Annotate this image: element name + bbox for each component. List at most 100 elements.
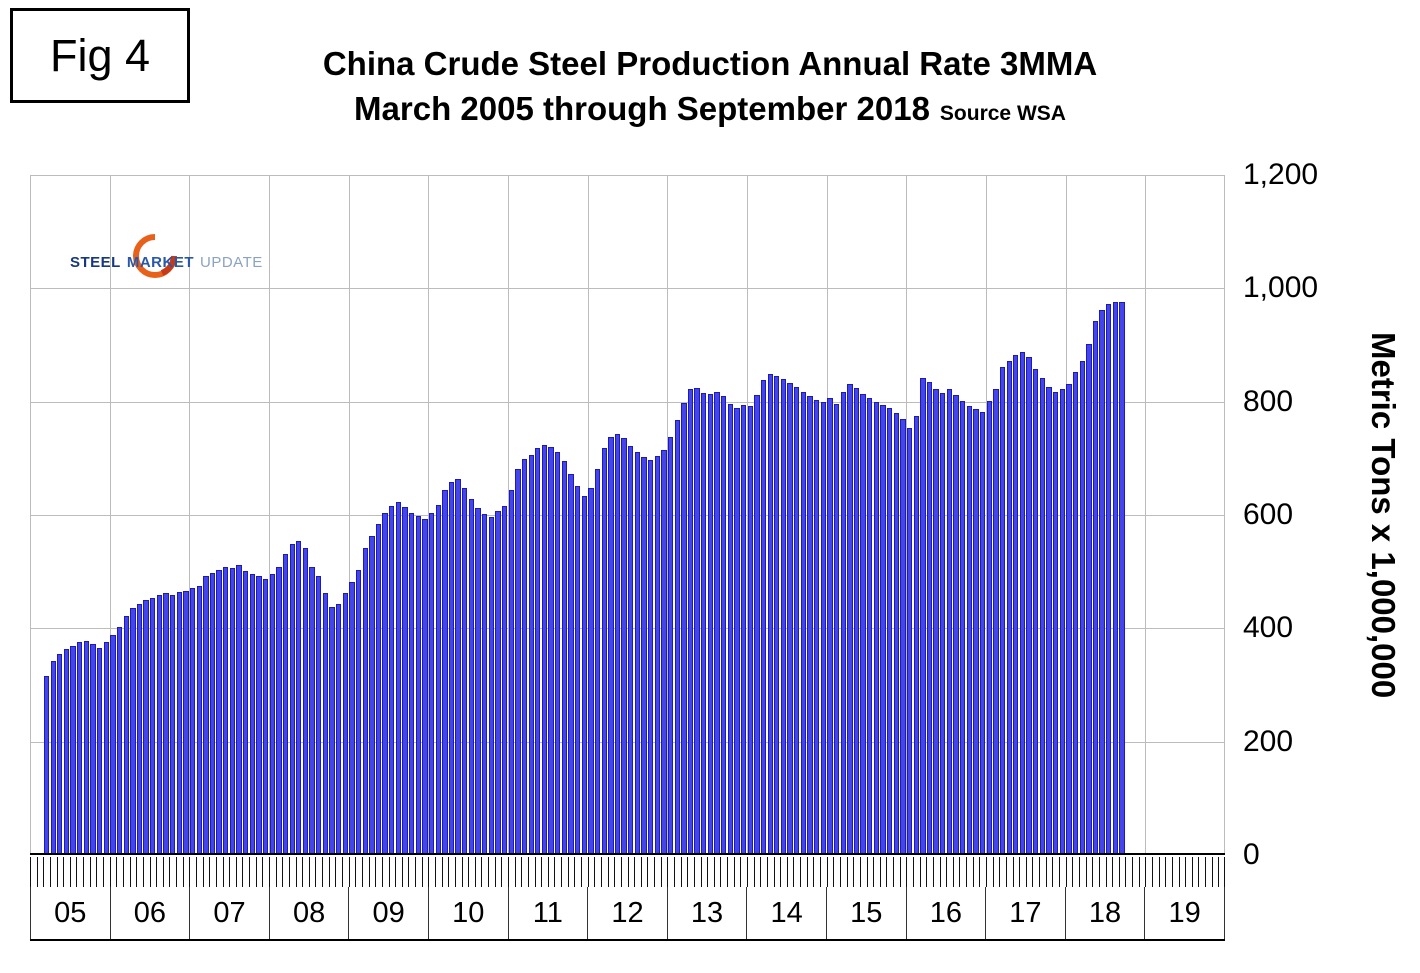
bar — [528, 455, 534, 853]
month-tick — [149, 857, 151, 887]
bar — [979, 412, 986, 853]
month-tick — [1072, 857, 1074, 887]
bar — [847, 383, 853, 853]
month-tick — [952, 857, 954, 887]
gridline-vertical — [109, 175, 111, 853]
bar — [807, 396, 813, 853]
month-tick — [1025, 857, 1027, 887]
month-tick — [501, 857, 503, 887]
bar — [893, 413, 899, 853]
bar — [641, 457, 647, 853]
month-tick — [587, 857, 589, 887]
month-tick — [1059, 857, 1061, 887]
month-tick — [116, 857, 118, 887]
bar — [216, 569, 222, 853]
month-tick — [527, 857, 529, 887]
bar — [236, 565, 242, 853]
bar — [1119, 301, 1125, 853]
bar — [588, 487, 594, 853]
bar — [734, 408, 740, 853]
month-tick — [461, 857, 463, 887]
month-tick — [979, 857, 981, 887]
month-tick — [56, 857, 58, 887]
month-tick — [554, 857, 556, 887]
bar — [382, 513, 388, 853]
bar — [329, 606, 335, 853]
month-tick — [839, 857, 841, 887]
month-tick — [421, 857, 423, 887]
bar — [442, 490, 448, 853]
month-tick — [561, 857, 563, 887]
bar — [661, 449, 667, 853]
bar — [455, 479, 461, 853]
bar — [760, 379, 767, 853]
month-tick — [249, 857, 251, 887]
month-tick — [986, 857, 987, 887]
bar — [136, 603, 143, 853]
bar — [296, 541, 302, 853]
month-tick — [89, 857, 91, 887]
y-tick-label: 200 — [1243, 724, 1294, 758]
month-tick — [581, 857, 583, 887]
bar — [780, 379, 787, 853]
gridline-vertical — [667, 175, 669, 853]
month-tick — [753, 857, 755, 887]
month-tick — [853, 857, 855, 887]
y-tick-label: 1,000 — [1243, 271, 1319, 305]
bar — [667, 436, 674, 853]
bar — [574, 485, 581, 853]
bar — [701, 392, 707, 853]
bar — [110, 634, 116, 853]
bar — [993, 389, 999, 853]
gridline-vertical — [1145, 175, 1147, 853]
bar — [77, 642, 83, 853]
month-tick — [189, 857, 191, 887]
month-tick — [906, 857, 908, 887]
source-label: Source WSA — [939, 102, 1066, 125]
month-tick — [1118, 857, 1120, 887]
figure-label: Fig 4 — [10, 8, 190, 103]
y-tick-label: 800 — [1243, 384, 1294, 418]
bar — [820, 401, 826, 853]
y-axis-title: Metric Tons x 1,000,000 — [1365, 331, 1402, 699]
month-tick — [600, 857, 602, 887]
bar — [468, 498, 475, 853]
month-tick — [1105, 857, 1107, 887]
month-tick — [275, 857, 277, 887]
bar — [601, 447, 607, 853]
month-tick — [295, 857, 297, 887]
gridline-vertical — [747, 175, 748, 853]
month-tick — [428, 857, 430, 887]
month-tick — [859, 857, 861, 887]
logo-word-steel: STEEL — [70, 253, 121, 271]
month-tick — [1085, 857, 1087, 887]
month-tick — [182, 857, 184, 887]
bar — [714, 392, 720, 853]
gridline-vertical — [986, 175, 987, 853]
month-tick — [654, 857, 656, 887]
x-axis-tickband — [30, 857, 1225, 887]
bar — [183, 590, 189, 853]
month-tick — [747, 857, 748, 887]
month-tick — [700, 857, 702, 887]
gridline-horizontal — [30, 288, 1225, 290]
gridline-horizontal — [30, 515, 1225, 516]
bar — [681, 402, 687, 853]
month-tick — [335, 857, 337, 887]
bar — [209, 572, 216, 853]
month-tick — [1178, 857, 1180, 887]
gridline-vertical — [826, 175, 828, 853]
bar — [654, 456, 660, 853]
month-tick — [959, 857, 961, 887]
month-tick — [534, 857, 536, 887]
month-tick — [96, 857, 98, 887]
month-tick — [1098, 857, 1100, 887]
bar — [1066, 383, 1072, 853]
chart-title: China Crude Steel Production Annual Rate… — [322, 45, 1098, 82]
month-tick — [328, 857, 330, 887]
bar — [501, 505, 508, 853]
bar — [342, 593, 348, 853]
month-tick — [129, 857, 131, 887]
bar — [262, 579, 269, 853]
